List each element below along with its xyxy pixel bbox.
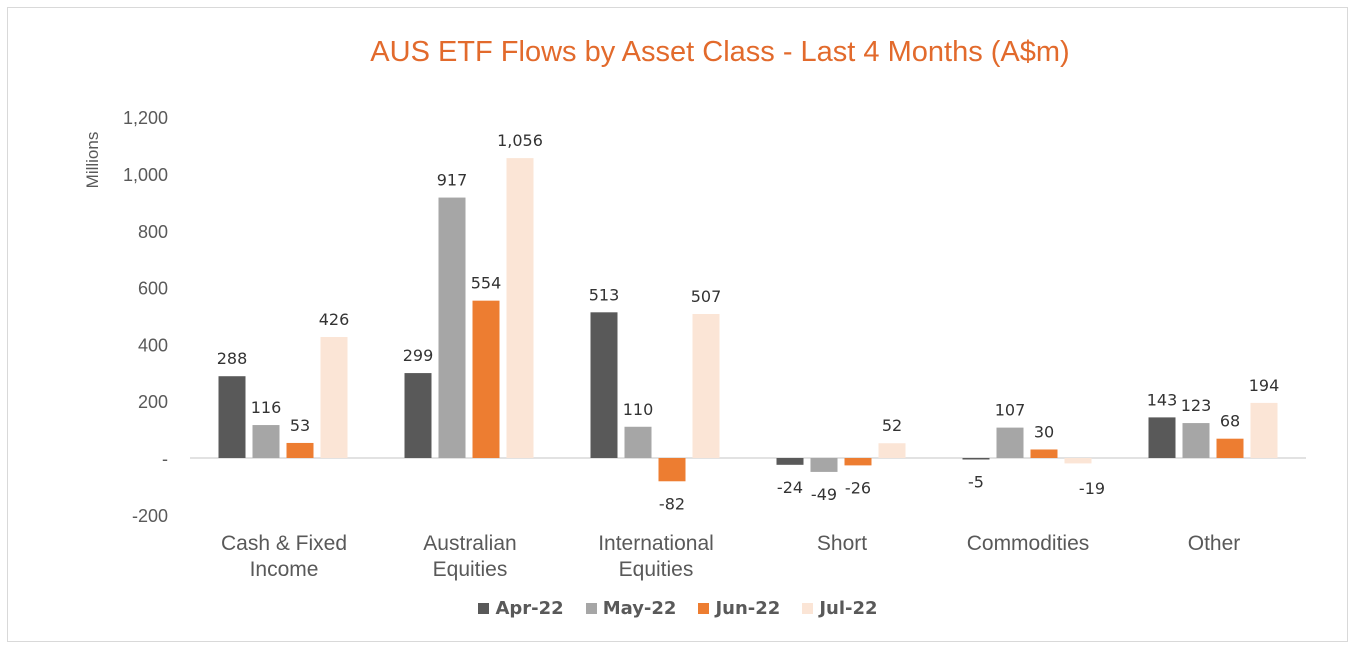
bar-jun-22 [472,300,500,458]
y-tick-label: 800 [138,222,168,242]
category-label: Other [1188,532,1241,555]
legend-label: Jul-22 [819,598,878,619]
data-label: -24 [777,478,803,497]
legend-swatch [802,603,814,614]
category-label: Commodities [967,532,1090,555]
data-label: 554 [471,274,502,293]
data-label: 68 [1220,412,1240,431]
data-label: -82 [659,494,685,513]
y-tick-label: 400 [138,335,168,355]
data-label: 52 [882,416,902,435]
data-label: 110 [623,400,654,419]
y-tick-label: - [162,449,168,469]
bar-apr-22 [776,458,804,465]
bar-jul-22 [320,337,348,458]
data-label: 288 [217,349,248,368]
category-label: Equities [619,558,694,581]
bar-apr-22 [404,373,432,458]
data-label: 107 [995,401,1026,420]
y-tick-label: 1,000 [123,165,168,185]
legend-item: Jul-22 [802,598,878,619]
bar-apr-22 [218,376,246,458]
data-label: 299 [403,346,434,365]
y-tick-label: -200 [132,506,168,526]
data-label: 30 [1034,422,1054,441]
y-tick-label: 600 [138,279,168,299]
legend-label: Jun-22 [715,598,781,619]
data-label: -26 [845,478,871,497]
data-label: 1,056 [497,131,543,150]
y-tick-label: 200 [138,392,168,412]
data-label: 116 [251,398,282,417]
legend-label: May-22 [602,598,677,619]
category-label: International [598,532,714,555]
legend-item: Apr-22 [478,598,564,619]
bar-may-22 [1182,423,1210,458]
legend-item: Jun-22 [698,598,780,619]
bar-jun-22 [658,458,686,482]
bar-jul-22 [506,158,534,458]
bar-jun-22 [1216,438,1244,458]
data-label: -19 [1079,479,1105,498]
data-label: 143 [1147,390,1178,409]
category-label: Australian [423,532,516,555]
bar-jul-22 [1064,458,1092,464]
data-label: 194 [1249,376,1280,395]
bar-jun-22 [1030,449,1058,458]
chart-title: AUS ETF Flows by Asset Class - Last 4 Mo… [370,36,1070,68]
bar-may-22 [996,427,1024,458]
data-label: 123 [1181,396,1212,415]
legend-swatch [478,603,490,614]
data-label: -5 [968,472,984,491]
category-label: Short [817,532,867,555]
bar-may-22 [810,458,838,472]
bar-jul-22 [692,314,720,458]
category-label: Equities [433,558,508,581]
bar-apr-22 [590,312,618,458]
bar-may-22 [252,425,280,458]
bar-may-22 [438,197,466,458]
legend-item: May-22 [585,598,677,619]
bar-jun-22 [844,458,872,466]
data-label: 513 [589,285,620,304]
category-label: Income [250,558,319,581]
category-label: Cash & Fixed [221,532,347,555]
y-axis-label: Millions [83,132,102,189]
bar-may-22 [624,426,652,458]
y-tick-label: 1,200 [123,108,168,128]
legend-label: Apr-22 [495,598,564,619]
chart-legend: Apr-22 May-22 Jun-22 Jul-22 [0,598,1356,619]
legend-swatch [585,603,597,614]
bar-jun-22 [286,442,314,458]
data-label: 507 [691,287,722,306]
bar-jul-22 [1250,402,1278,458]
bar-apr-22 [1148,417,1176,458]
legend-swatch [698,603,710,614]
chart-frame [7,7,1348,642]
data-label: 53 [290,416,310,435]
data-label: 426 [319,310,350,329]
bar-jul-22 [878,443,906,458]
bar-apr-22 [962,458,990,460]
data-label: -49 [811,485,837,504]
data-label: 917 [437,171,468,190]
